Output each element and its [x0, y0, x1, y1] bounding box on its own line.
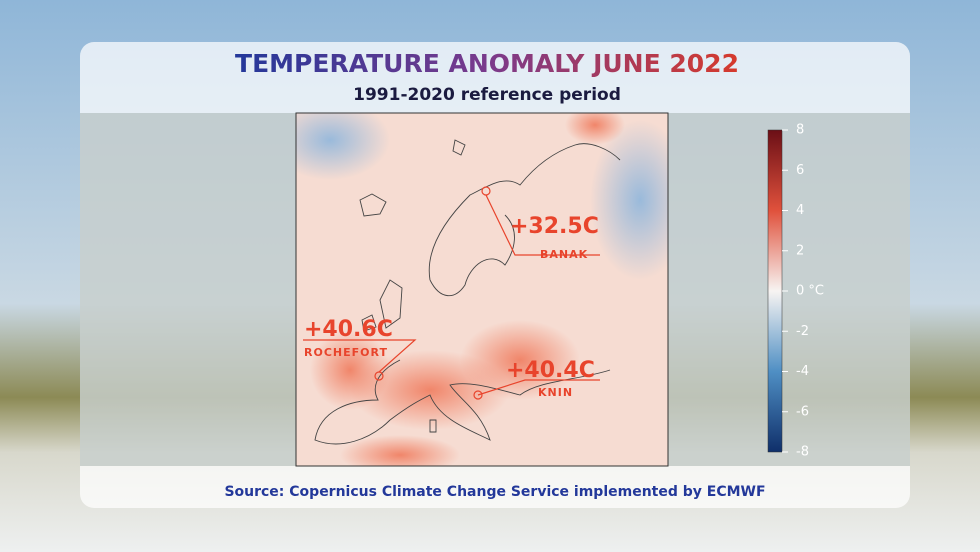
- place-name: BANAK: [540, 248, 588, 261]
- subtitle: 1991-2020 reference period: [353, 85, 621, 105]
- colorbar-label: -4: [796, 364, 809, 379]
- map-frame: [295, 112, 669, 467]
- title: TEMPERATURE ANOMALY JUNE 2022: [235, 49, 739, 78]
- anomaly-value: +40.4C: [506, 358, 595, 383]
- place-name: KNIN: [538, 386, 573, 399]
- colorbar-label: -2: [796, 324, 809, 339]
- colorbar-label: 0 °C: [796, 284, 824, 299]
- colorbar-label: 8: [796, 123, 804, 138]
- colorbar-label: 4: [796, 203, 804, 218]
- place-name: ROCHEFORT: [304, 346, 388, 359]
- colorbar-label: 2: [796, 243, 804, 258]
- map: [296, 113, 668, 466]
- colorbar-label: -8: [796, 445, 809, 460]
- colorbar-label: 6: [796, 163, 804, 178]
- anomaly-value: +40.6C: [304, 317, 393, 342]
- pointers: [303, 186, 600, 400]
- colorbar: [767, 129, 783, 453]
- colorbar-label: -6: [796, 404, 809, 419]
- anomaly-value: +32.5C: [510, 214, 599, 239]
- source: Source: Copernicus Climate Change Servic…: [224, 484, 765, 500]
